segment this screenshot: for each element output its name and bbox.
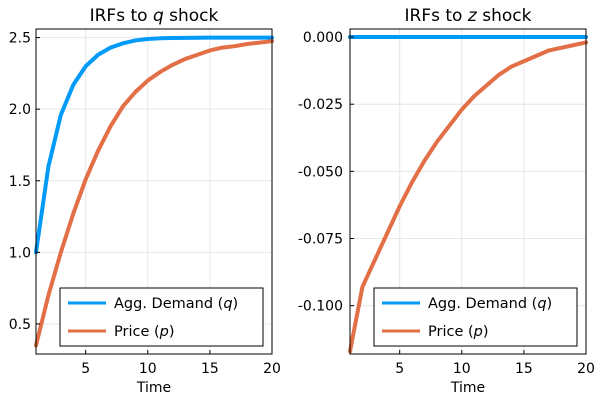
x-tick-label: 15 — [201, 361, 219, 377]
chart-panel-2: 5 10 15 20 0.000 -0.025 -0.050 -0.075 -0.100 Time… — [298, 6, 595, 396]
legend-box — [373, 287, 578, 347]
x-axis-label: Time — [450, 380, 485, 396]
chart-panel-1: 5 10 15 20 0.5 1.0 1.5 2.0 2.5 Time IRFs to q shoc… — [9, 6, 281, 396]
y-tick-label: 0.5 — [9, 317, 31, 333]
y-tick-label: -0.025 — [298, 97, 343, 113]
x-tick-label: 20 — [263, 361, 281, 377]
x-tick-label: 10 — [139, 361, 157, 377]
y-tick-label: 1.5 — [9, 174, 31, 190]
legend-label-q: Agg. Demand (q) — [428, 296, 552, 312]
legend-label-p: Price (p) — [114, 324, 175, 340]
y-tick-label: 1.0 — [9, 245, 31, 261]
legend: Agg. Demand (q) Price (p) — [59, 287, 264, 347]
series-line-p — [348, 40, 588, 354]
plot-frame — [349, 28, 587, 355]
x-axis-label: Time — [136, 380, 171, 396]
series-line-q — [34, 35, 274, 255]
legend-box — [59, 287, 264, 347]
y-tick-label: -0.075 — [298, 232, 343, 248]
chart-title: IRFs to z shock — [405, 6, 532, 26]
x-tick-label: 15 — [515, 361, 533, 377]
legend-label-p: Price (p) — [428, 324, 489, 340]
chart-title: IRFs to q shock — [90, 6, 219, 26]
plot-frame — [35, 28, 273, 355]
series-line-p — [34, 39, 274, 348]
x-tick-label: 10 — [453, 361, 471, 377]
y-tick-label: 2.5 — [9, 31, 31, 47]
y-tick-label: -0.050 — [298, 164, 343, 180]
x-tick-label: 20 — [577, 361, 595, 377]
y-tick-label: -0.100 — [298, 299, 343, 315]
y-tick-label: 0.000 — [303, 30, 343, 46]
x-tick-label: 5 — [81, 361, 90, 377]
legend-label-q: Agg. Demand (q) — [114, 296, 238, 312]
y-tick-label: 2.0 — [9, 102, 31, 118]
x-tick-label: 5 — [395, 361, 404, 377]
legend: Agg. Demand (q) Price (p) — [373, 287, 578, 347]
